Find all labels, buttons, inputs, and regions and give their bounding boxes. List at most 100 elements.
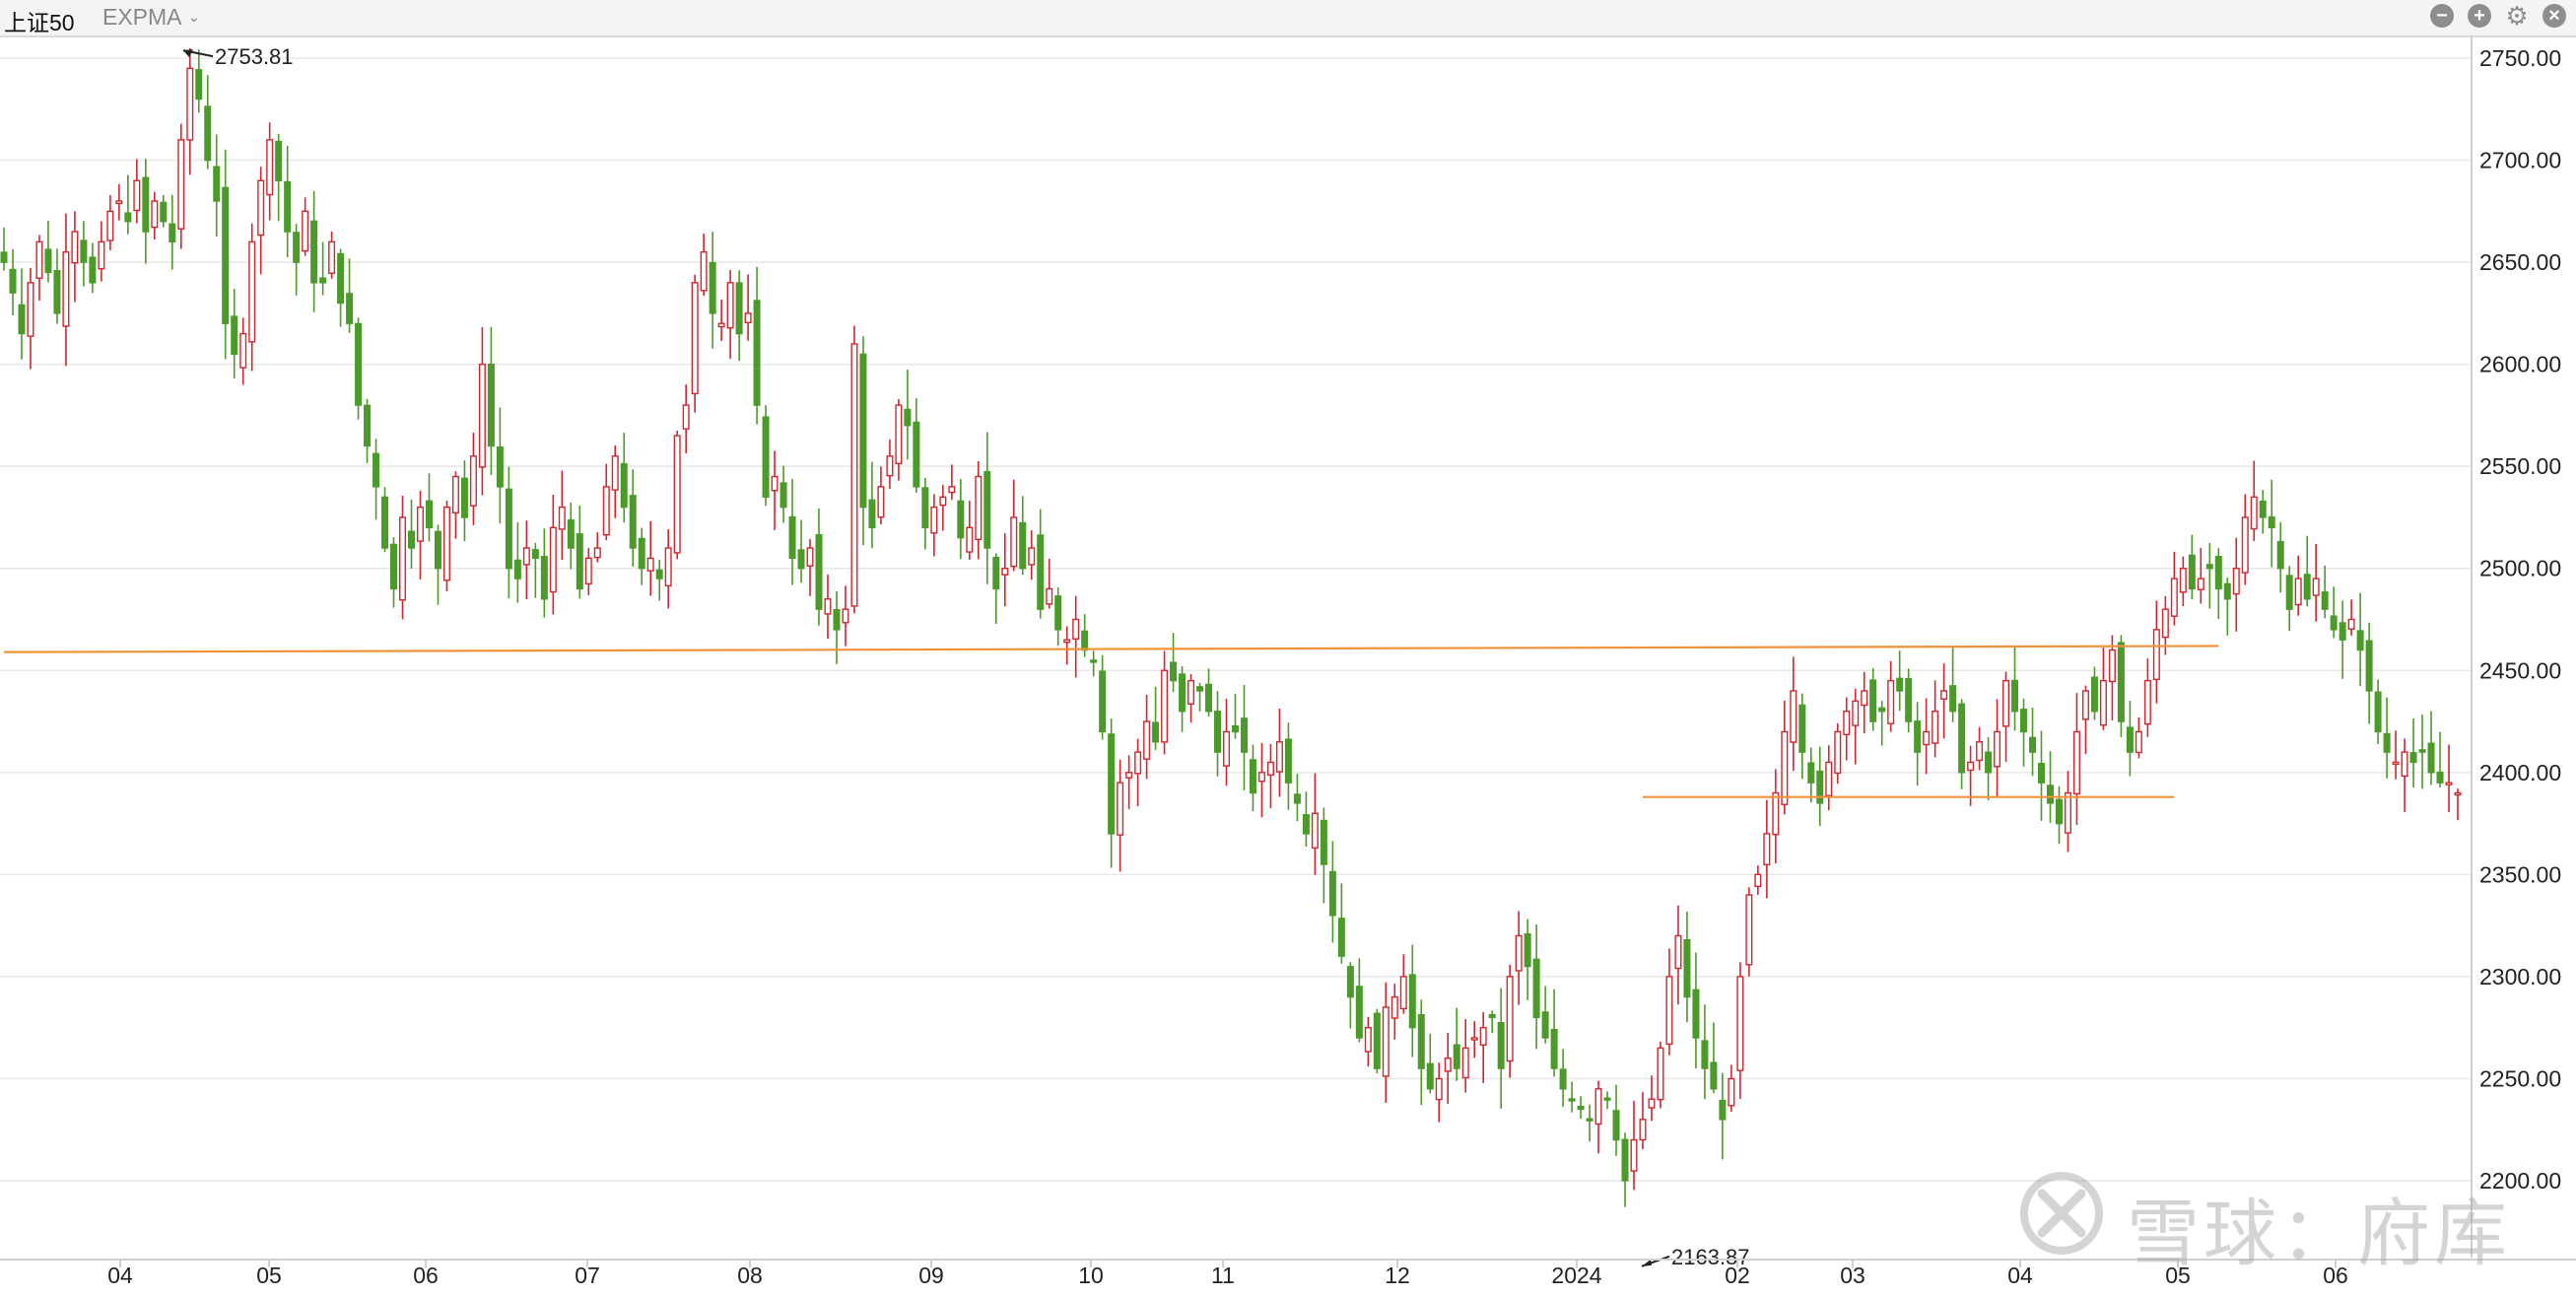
y-tick-label: 2400.00 xyxy=(2479,760,2561,785)
candle-body xyxy=(337,252,345,305)
gear-icon[interactable]: ⚙ xyxy=(2505,1,2529,31)
candle-body xyxy=(1266,761,1274,777)
candle-body xyxy=(1293,793,1301,804)
candle-body xyxy=(222,186,230,324)
candle-body xyxy=(2418,749,2426,753)
x-tick-label: 05 xyxy=(256,1263,282,1288)
candle-body xyxy=(284,180,292,233)
candle-body xyxy=(2303,574,2311,600)
candle-body xyxy=(700,251,708,292)
candle-body xyxy=(1674,934,1682,970)
candle-body xyxy=(1976,741,1984,762)
candle-body xyxy=(35,240,43,279)
candle-body xyxy=(1816,770,1824,804)
candle-body xyxy=(2029,736,2037,753)
candle-body xyxy=(930,506,938,534)
watermark-text: 雪球：府库 xyxy=(2127,1192,2511,1276)
candle-body xyxy=(1798,704,1806,753)
indicator-dropdown[interactable]: EXPMA ⌄ xyxy=(102,4,200,31)
candle-body xyxy=(62,251,70,327)
candle-body xyxy=(1594,1088,1602,1126)
candle-body xyxy=(2356,630,2364,651)
x-tick-label: 05 xyxy=(2165,1263,2191,1288)
candle-body xyxy=(1311,812,1319,850)
candle-body xyxy=(1470,1037,1478,1041)
candle-body xyxy=(797,549,805,570)
candle-body xyxy=(1621,1138,1629,1182)
candle-body xyxy=(558,506,566,530)
annotations: 2753.81 2163.87 xyxy=(182,44,1750,1269)
y-tick-label: 2500.00 xyxy=(2479,556,2561,581)
candle-body xyxy=(2188,554,2196,590)
minus-icon[interactable]: − xyxy=(2430,4,2454,28)
candle-body xyxy=(9,268,17,294)
x-tick-label: 04 xyxy=(2007,1263,2033,1288)
candle-body xyxy=(364,404,372,447)
candle-body xyxy=(1887,679,1895,724)
candle-body xyxy=(1099,670,1107,733)
candle-body xyxy=(2020,709,2028,733)
candle-body xyxy=(646,557,654,572)
candle-body xyxy=(213,166,221,202)
candle-body xyxy=(2259,500,2267,518)
candle-body xyxy=(966,526,974,553)
xueqiu-logo-icon xyxy=(2020,1172,2103,1255)
candle-body xyxy=(239,332,247,369)
candle-body xyxy=(1108,733,1116,835)
candle-body xyxy=(505,488,512,570)
candle-body xyxy=(195,69,203,101)
candle-body xyxy=(1223,730,1231,767)
candle-body xyxy=(328,240,336,274)
candle-body xyxy=(1390,995,1398,1019)
candle-body xyxy=(824,598,832,615)
plus-icon[interactable]: + xyxy=(2468,4,2491,28)
candle-body xyxy=(1214,711,1222,753)
candle-body xyxy=(151,200,159,229)
candle-body xyxy=(904,408,912,427)
candle-body xyxy=(780,482,787,509)
candle-body xyxy=(2445,782,2453,785)
candle-body xyxy=(806,547,814,567)
candle-body xyxy=(257,179,265,237)
candle-body xyxy=(1763,833,1771,866)
candle-body xyxy=(1081,630,1089,651)
candle-body xyxy=(408,530,416,549)
candle-body xyxy=(1346,966,1354,998)
chart-toolbar: 上证50 EXPMA ⌄ − + ⚙ × xyxy=(0,0,2576,37)
candle-body xyxy=(1240,717,1248,753)
candle-body xyxy=(133,179,141,212)
candle-body xyxy=(2294,578,2302,606)
candle-body xyxy=(1745,894,1753,966)
candle-body xyxy=(1337,918,1345,957)
x-tick-label: 09 xyxy=(918,1263,944,1288)
candle-body xyxy=(390,543,398,590)
candle-body xyxy=(850,343,858,607)
candle-body xyxy=(231,315,238,355)
close-icon[interactable]: × xyxy=(2542,4,2566,28)
candle-body xyxy=(1994,730,2001,768)
candle-body xyxy=(1665,976,1673,1046)
y-tick-label: 2250.00 xyxy=(2479,1065,2561,1091)
candle-body xyxy=(744,312,752,324)
y-tick-label: 2450.00 xyxy=(2479,657,2561,683)
y-tick-label: 2700.00 xyxy=(2479,148,2561,173)
candle-body xyxy=(98,240,105,270)
candle-body xyxy=(2197,578,2204,590)
x-tick-label: 02 xyxy=(1725,1263,1750,1288)
candle-body xyxy=(1479,1026,1487,1046)
candle-body xyxy=(460,477,468,518)
candle-body xyxy=(1896,677,1904,692)
candle-body xyxy=(169,223,176,243)
x-tick-label: 06 xyxy=(2323,1263,2348,1288)
low-arrowhead xyxy=(1642,1259,1652,1266)
candle-body xyxy=(540,556,548,600)
candle-body xyxy=(664,547,672,587)
candle-body xyxy=(2205,564,2213,570)
x-tick-label: 2024 xyxy=(1551,1263,1601,1288)
candle-body xyxy=(2436,771,2444,784)
candle-body xyxy=(2401,751,2408,778)
candle-body xyxy=(2064,791,2071,834)
candle-body xyxy=(53,269,61,314)
candle-body xyxy=(1143,720,1151,760)
y-tick-label: 2300.00 xyxy=(2479,964,2561,990)
